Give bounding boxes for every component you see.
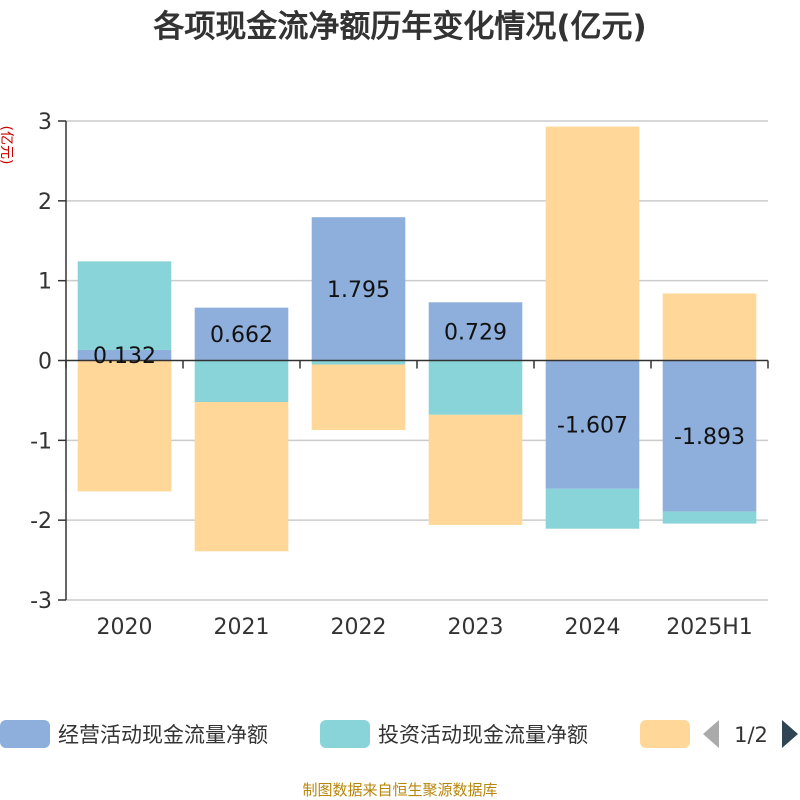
data-label: 0.132 (93, 344, 156, 369)
bar-1-2020 (77, 349, 172, 361)
data-label: -1.607 (557, 414, 628, 439)
y-tick-label: 0 (38, 350, 52, 375)
data-label: 0.662 (210, 323, 273, 348)
grid (66, 120, 768, 601)
legend-next-icon[interactable] (782, 720, 798, 748)
bar-3-2025H1 (662, 293, 757, 361)
data-label: -1.893 (674, 425, 745, 450)
bars (77, 126, 757, 552)
x-tick-label: 2022 (331, 615, 387, 640)
data-label: 1.795 (327, 278, 390, 303)
legend-label-1: 经营活动现金流量净额 (58, 723, 268, 747)
chart-title: 各项现金流净额历年变化情况(亿元) (152, 9, 646, 45)
bar-1-2025H1 (662, 360, 757, 512)
legend-page-indicator: 1/2 (734, 723, 768, 747)
y-tick-label: -3 (30, 589, 52, 614)
bar-1-2021 (194, 307, 289, 361)
data-label: 0.729 (444, 320, 507, 345)
legend-label-2: 投资活动现金流量净额 (378, 723, 588, 747)
bar-2-2024 (545, 488, 640, 529)
tick-labels: -3 -2 -1 0 1 2 3 2020 2021 2022 2023 2024 2025H1 (30, 110, 753, 640)
bar-3-2024 (545, 126, 640, 361)
bar-3-2021 (194, 402, 289, 552)
legend-prev-icon[interactable] (703, 720, 719, 748)
y-tick-label: 1 (38, 270, 52, 295)
source-note: 制图数据来自恒生聚源数据库 (302, 781, 497, 799)
bar-3-2020 (77, 360, 172, 492)
y-axis-label: (亿元) (0, 126, 14, 165)
y-tick-label: 2 (38, 190, 52, 215)
bar-1-2024 (545, 360, 640, 489)
bar-2-2025H1 (662, 511, 757, 524)
legend: 经营活动现金流量净额 投资活动现金流量净额 1/2 (0, 720, 798, 748)
x-tick-label: 2021 (214, 615, 270, 640)
x-tick-label: 2023 (448, 615, 504, 640)
y-tick-label: 3 (38, 110, 52, 135)
y-tick-label: -1 (30, 429, 52, 454)
bar-2-2022 (311, 360, 406, 365)
bar-2-2020 (77, 261, 172, 350)
data-labels: 0.132 0.662 1.795 0.729 -1.607 -1.893 (93, 278, 745, 450)
bar-2-2023 (428, 360, 523, 415)
x-tick-label: 2024 (565, 615, 621, 640)
legend-swatch-1 (0, 720, 50, 748)
bar-1-2023 (428, 302, 523, 361)
x-tick-label: 2020 (97, 615, 153, 640)
bar-2-2021 (194, 360, 289, 403)
legend-swatch-2 (320, 720, 370, 748)
x-tick-label: 2025H1 (666, 615, 753, 640)
y-tick-label: -2 (30, 509, 52, 534)
bar-3-2023 (428, 414, 523, 525)
legend-swatch-3 (640, 720, 690, 748)
bar-1-2022 (311, 217, 406, 361)
bar-3-2022 (311, 364, 406, 430)
axes (58, 120, 769, 601)
